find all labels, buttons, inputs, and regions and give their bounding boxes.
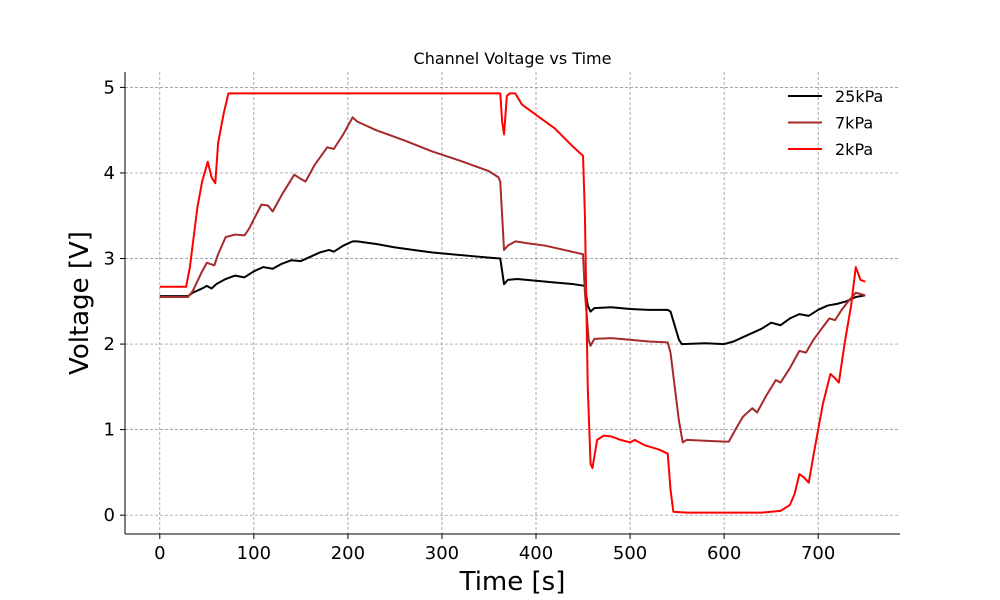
x-tick-label: 100 xyxy=(237,543,271,564)
y-axis-label: Voltage [V] xyxy=(65,231,95,375)
legend-label-25kpa: 25kPa xyxy=(835,87,883,106)
series-line-25kpa xyxy=(159,240,866,346)
y-tick-label: 2 xyxy=(104,334,115,355)
legend-label-2kpa: 2kPa xyxy=(835,140,873,159)
grid xyxy=(125,72,900,534)
series-line-7kpa xyxy=(159,116,866,444)
x-axis-ticks: 0 100 200 300 400 500 600 700 xyxy=(154,534,835,564)
legend-label-7kpa: 7kPa xyxy=(835,114,873,133)
x-axis-label: Time [s] xyxy=(459,567,566,597)
x-tick-label: 500 xyxy=(613,543,647,564)
y-axis-ticks: 0 1 2 3 4 5 xyxy=(104,77,125,526)
series-line-2kpa xyxy=(159,92,866,514)
y-tick-label: 3 xyxy=(104,249,115,270)
x-tick-label: 700 xyxy=(801,543,835,564)
x-tick-label: 400 xyxy=(519,543,553,564)
y-tick-label: 4 xyxy=(104,163,115,184)
x-tick-label: 200 xyxy=(331,543,365,564)
y-tick-label: 1 xyxy=(104,420,115,441)
y-tick-label: 0 xyxy=(104,505,115,526)
x-tick-label: 600 xyxy=(707,543,741,564)
y-tick-label: 5 xyxy=(104,77,115,98)
x-tick-label: 300 xyxy=(425,543,459,564)
x-tick-label: 0 xyxy=(154,543,165,564)
legend: 25kPa 7kPa 2kPa xyxy=(788,87,883,159)
chart-title: Channel Voltage vs Time xyxy=(414,49,612,68)
series-layer xyxy=(159,92,866,514)
